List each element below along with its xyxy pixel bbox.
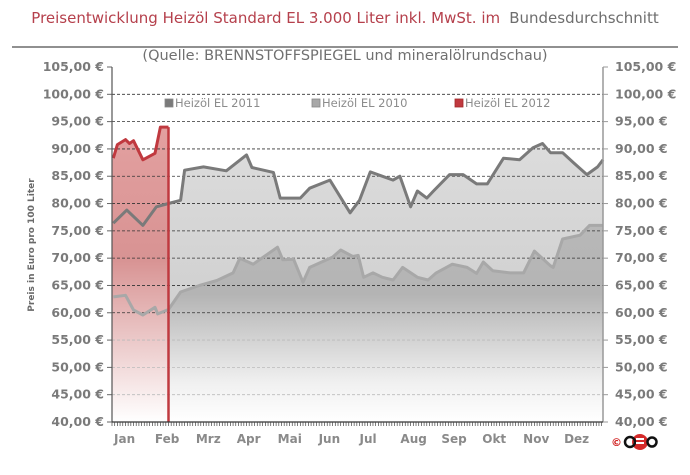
x-month-label: Dez bbox=[564, 432, 589, 446]
y-tick-label-left: 100,00 € bbox=[43, 86, 104, 101]
title-tail: Bundesdurchschnitt bbox=[509, 9, 659, 27]
y-tick-label-left: 45,00 € bbox=[51, 387, 104, 402]
x-month-label: Aug bbox=[400, 432, 426, 446]
y-tick-label-left: 80,00 € bbox=[51, 196, 104, 211]
series-line-2010 bbox=[113, 223, 603, 317]
x-month-label: Okt bbox=[482, 432, 506, 446]
y-tick-label-left: 60,00 € bbox=[51, 305, 104, 320]
x-month-label: Nov bbox=[523, 432, 549, 446]
series-line-2011 bbox=[112, 142, 605, 227]
legend-swatch-2011 bbox=[164, 98, 174, 108]
y-tick-label-right: 95,00 € bbox=[615, 114, 668, 129]
y-tick-label-right: 65,00 € bbox=[615, 277, 668, 292]
legend-label-2011: Heizöl EL 2011 bbox=[175, 96, 260, 110]
legend-swatch-2012 bbox=[454, 98, 464, 108]
y-tick-label-right: 50,00 € bbox=[615, 359, 668, 374]
copyright-symbol: © bbox=[611, 436, 622, 449]
legend-label-2012: Heizöl EL 2012 bbox=[465, 96, 550, 110]
copyright-logo: © bbox=[611, 434, 658, 450]
area-2010 bbox=[112, 225, 603, 422]
x-month-label: Mrz bbox=[196, 432, 221, 446]
y-tick-label-left: 95,00 € bbox=[51, 114, 104, 129]
legend-label-2010: Heizöl EL 2010 bbox=[322, 96, 407, 110]
y-tick-label-right: 45,00 € bbox=[615, 387, 668, 402]
y-tick-label-right: 75,00 € bbox=[615, 223, 668, 238]
area-2012 bbox=[112, 127, 169, 422]
y-tick-label-right: 40,00 € bbox=[615, 414, 668, 429]
y-tick-label-right: 55,00 € bbox=[615, 332, 668, 347]
chart-title: Preisentwicklung Heizöl Standard EL 3.00… bbox=[31, 8, 659, 27]
y-tick-label-right: 80,00 € bbox=[615, 196, 668, 211]
y-tick-label-left: 40,00 € bbox=[51, 414, 104, 429]
x-month-label: Jan bbox=[113, 432, 135, 446]
y-tick-label-left: 65,00 € bbox=[51, 277, 104, 292]
y-tick-label-left: 75,00 € bbox=[51, 223, 104, 238]
y-tick-label-right: 60,00 € bbox=[615, 305, 668, 320]
title-main: Preisentwicklung Heizöl Standard EL 3.00… bbox=[31, 9, 500, 27]
legend: Heizöl EL 2011 Heizöl EL 2010 Heizöl EL 20… bbox=[164, 96, 550, 110]
y-tick-label-left: 90,00 € bbox=[51, 141, 104, 156]
series-line-2012 bbox=[111, 125, 169, 162]
y-tick-label-left: 55,00 € bbox=[51, 332, 104, 347]
x-month-label: Mai bbox=[278, 432, 302, 446]
y-tick-label-left: 50,00 € bbox=[51, 359, 104, 374]
y-tick-label-right: 90,00 € bbox=[615, 141, 668, 156]
y-tick-label-left: 85,00 € bbox=[51, 168, 104, 183]
y-axis-title: Preis in Euro pro 100 Liter bbox=[27, 178, 37, 312]
x-month-label: Feb bbox=[155, 432, 180, 446]
y-tick-label-left: 105,00 € bbox=[43, 59, 104, 74]
x-month-label: Jun bbox=[318, 432, 341, 446]
x-month-label: Sep bbox=[441, 432, 467, 446]
y-tick-label-left: 70,00 € bbox=[51, 250, 104, 265]
x-month-label: Jul bbox=[359, 432, 377, 446]
y-tick-label-right: 100,00 € bbox=[615, 86, 676, 101]
y-tick-label-right: 70,00 € bbox=[615, 250, 668, 265]
x-month-label: Apr bbox=[237, 432, 261, 446]
chart-subtitle: (Quelle: BRENNSTOFFSPIEGEL und mineralöl… bbox=[142, 48, 547, 64]
legend-swatch-2010 bbox=[311, 98, 321, 108]
y-tick-label-right: 85,00 € bbox=[615, 168, 668, 183]
y-tick-label-right: 105,00 € bbox=[615, 59, 676, 74]
